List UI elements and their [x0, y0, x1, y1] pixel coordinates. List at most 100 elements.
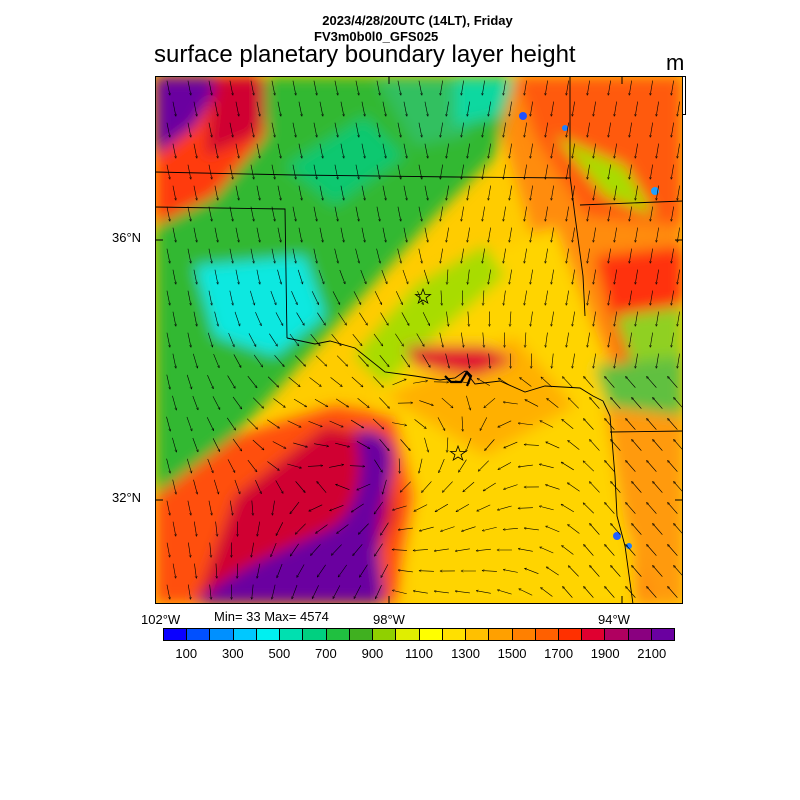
- wind-arrow: [446, 227, 449, 243]
- wind-arrow: [629, 206, 632, 222]
- wind-arrow: [461, 248, 464, 264]
- wind-arrow: [313, 80, 317, 96]
- wind-arrow: [488, 101, 491, 117]
- wind-arrow: [353, 585, 362, 598]
- wind-arrow: [572, 185, 575, 201]
- wind-arrow: [497, 505, 512, 510]
- wind-arrow: [652, 397, 663, 409]
- wind-arrow: [272, 500, 275, 516]
- wind-arrow: [656, 101, 659, 117]
- wind-arrow: [271, 248, 275, 264]
- wind-arrow: [270, 290, 276, 305]
- wind-arrow: [614, 269, 617, 285]
- wind-arrow: [271, 122, 275, 138]
- wind-arrow: [482, 206, 485, 222]
- wind-arrow: [193, 353, 197, 368]
- ar-la-border: [609, 430, 683, 433]
- wind-arrow: [419, 526, 434, 531]
- wind-arrow: [392, 505, 407, 510]
- wind-arrow: [418, 122, 422, 138]
- wind-arrow: [673, 481, 683, 493]
- colorbar-tick-label: 700: [315, 646, 337, 661]
- wind-arrow: [424, 101, 428, 117]
- wind-arrow: [355, 122, 359, 138]
- wind-arrow: [357, 483, 371, 490]
- wind-arrow: [350, 419, 364, 429]
- colorbar-cell: [442, 628, 467, 641]
- wind-arrow: [479, 417, 488, 430]
- wind-arrow: [351, 376, 363, 387]
- wind-arrow: [488, 185, 491, 201]
- colorbar-tick-label: 1900: [590, 646, 620, 661]
- wind-arrow: [604, 502, 615, 514]
- wind-arrow: [677, 143, 680, 159]
- wind-arrow: [435, 503, 449, 513]
- wind-arrow: [208, 500, 212, 516]
- wind-arrow: [186, 416, 192, 431]
- state-boundaries: [155, 76, 683, 604]
- wind-arrow: [509, 269, 512, 285]
- wind-arrow: [667, 544, 678, 556]
- wind-arrow: [625, 544, 636, 556]
- wind-arrow: [296, 312, 305, 326]
- wind-arrow: [466, 437, 472, 452]
- wind-arrow: [461, 164, 464, 180]
- wind-arrow: [208, 164, 212, 180]
- wind-arrow: [208, 206, 212, 222]
- wind-arrow: [562, 377, 573, 388]
- wind-arrow: [229, 164, 233, 180]
- wind-arrow: [587, 80, 590, 96]
- colorbar-tick-label: 900: [361, 646, 384, 661]
- wind-arrow: [397, 164, 401, 180]
- wind-arrow: [216, 563, 217, 579]
- wind-arrow: [656, 353, 659, 369]
- wind-arrow: [650, 248, 653, 264]
- wind-arrow: [292, 206, 296, 222]
- wind-arrow: [635, 353, 638, 369]
- wind-arrow: [488, 353, 490, 369]
- wind-arrow: [509, 185, 512, 201]
- wind-arrow: [334, 80, 338, 96]
- wind-arrow: [551, 101, 554, 117]
- wind-arrow: [256, 101, 260, 117]
- wind-arrow: [418, 164, 422, 180]
- wind-arrow: [397, 248, 402, 264]
- wind-arrow: [213, 479, 218, 494]
- wind-arrow: [503, 122, 506, 138]
- wind-arrow: [166, 122, 170, 138]
- wind-arrow: [589, 565, 600, 577]
- wind-arrow: [376, 122, 380, 138]
- wind-arrow: [397, 206, 401, 222]
- wind-arrow: [583, 503, 594, 514]
- wind-arrow: [192, 395, 198, 410]
- wind-arrow: [277, 269, 282, 284]
- wind-arrow: [446, 185, 449, 201]
- wind-arrow: [166, 80, 170, 96]
- wind-arrow: [313, 164, 317, 180]
- wind-arrow: [631, 439, 642, 451]
- wind-arrow: [424, 143, 428, 159]
- wind-arrow: [172, 563, 176, 579]
- wind-arrow: [355, 80, 359, 96]
- wind-arrow: [246, 418, 258, 430]
- wind-arrow: [530, 311, 533, 327]
- wind-arrow: [235, 185, 239, 201]
- wind-arrow: [593, 227, 596, 243]
- wind-arrow: [250, 122, 254, 138]
- wind-arrow: [172, 101, 176, 117]
- wind-arrow: [413, 591, 428, 594]
- wind-arrow: [482, 122, 485, 138]
- wind-arrow: [335, 398, 349, 407]
- wind-arrow: [207, 332, 212, 347]
- wind-arrow: [376, 164, 380, 180]
- wind-arrow: [338, 564, 348, 577]
- wind-arrow: [604, 460, 615, 472]
- wind-arrow: [447, 269, 448, 285]
- wind-arrow: [671, 290, 674, 306]
- red-river-border: [286, 337, 604, 402]
- wind-arrow: [257, 563, 261, 579]
- wind-arrow: [187, 290, 191, 306]
- wind-arrow: [566, 248, 569, 264]
- wind-arrow: [667, 586, 678, 598]
- wind-arrow: [568, 440, 580, 450]
